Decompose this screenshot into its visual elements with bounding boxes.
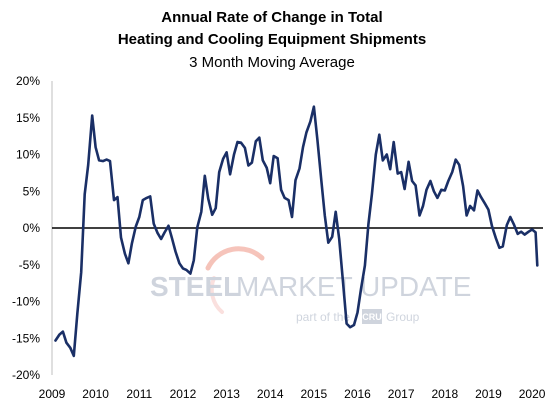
x-tick-label: 2017 — [388, 387, 415, 401]
y-tick-label: -15% — [12, 331, 40, 345]
chart-subtitle: 3 Month Moving Average — [189, 54, 355, 71]
y-tick-label: -5% — [19, 258, 41, 272]
x-tick-label: 2014 — [257, 387, 284, 401]
watermark-swoosh-inner-icon — [209, 276, 224, 314]
y-tick-label: -10% — [12, 295, 40, 309]
tick-labels: -20% -15% -10% -5% 0% 5% 10% 15% 20% 2009 2010 2011… — [12, 74, 546, 401]
series-layer — [54, 105, 539, 358]
y-tick-label: 20% — [16, 74, 40, 88]
x-tick-label: 2016 — [344, 387, 371, 401]
y-tick-label: 15% — [16, 111, 40, 125]
y-tick-label: 0% — [23, 221, 41, 235]
axes — [51, 81, 543, 375]
x-tick-label: 2009 — [39, 387, 66, 401]
watermark: STEEL MARKET UPDATE part of the CRU Grou… — [150, 246, 471, 324]
watermark-swoosh-icon — [205, 246, 265, 271]
y-tick-label: 10% — [16, 148, 40, 162]
x-tick-label: 2012 — [170, 387, 197, 401]
watermark-tagline-end: Group — [386, 310, 420, 324]
chart-title: Annual Rate of Change in Total — [161, 9, 382, 26]
y-tick-label: -20% — [12, 368, 40, 382]
x-tick-label: 2015 — [301, 387, 328, 401]
x-tick-label: 2019 — [475, 387, 502, 401]
watermark-badge-icon — [362, 309, 382, 324]
x-tick-label: 2010 — [82, 387, 109, 401]
x-tick-label: 2018 — [431, 387, 458, 401]
chart-title-line2: Heating and Cooling Equipment Shipments — [118, 31, 426, 48]
x-tick-label: 2011 — [126, 387, 152, 401]
watermark-brand-left: STEEL — [150, 271, 240, 302]
watermark-tagline: part of the — [296, 310, 350, 324]
y-tick-label: 5% — [23, 184, 41, 198]
x-tick-label: 2020 — [519, 387, 546, 401]
series-line — [54, 105, 539, 358]
x-tick-label: 2013 — [213, 387, 240, 401]
watermark-badge: CRU — [362, 312, 382, 322]
watermark-brand-right: MARKET UPDATE — [236, 271, 471, 302]
